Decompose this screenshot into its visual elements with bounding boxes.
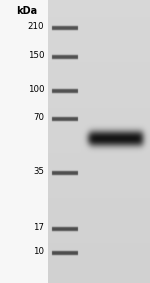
Text: 100: 100 — [28, 85, 44, 94]
Text: 10: 10 — [33, 247, 44, 256]
Text: 150: 150 — [28, 51, 44, 60]
Text: 70: 70 — [33, 113, 44, 122]
Text: 210: 210 — [28, 22, 44, 31]
Text: 17: 17 — [33, 223, 44, 232]
Text: 35: 35 — [33, 167, 44, 176]
Text: kDa: kDa — [16, 6, 38, 16]
